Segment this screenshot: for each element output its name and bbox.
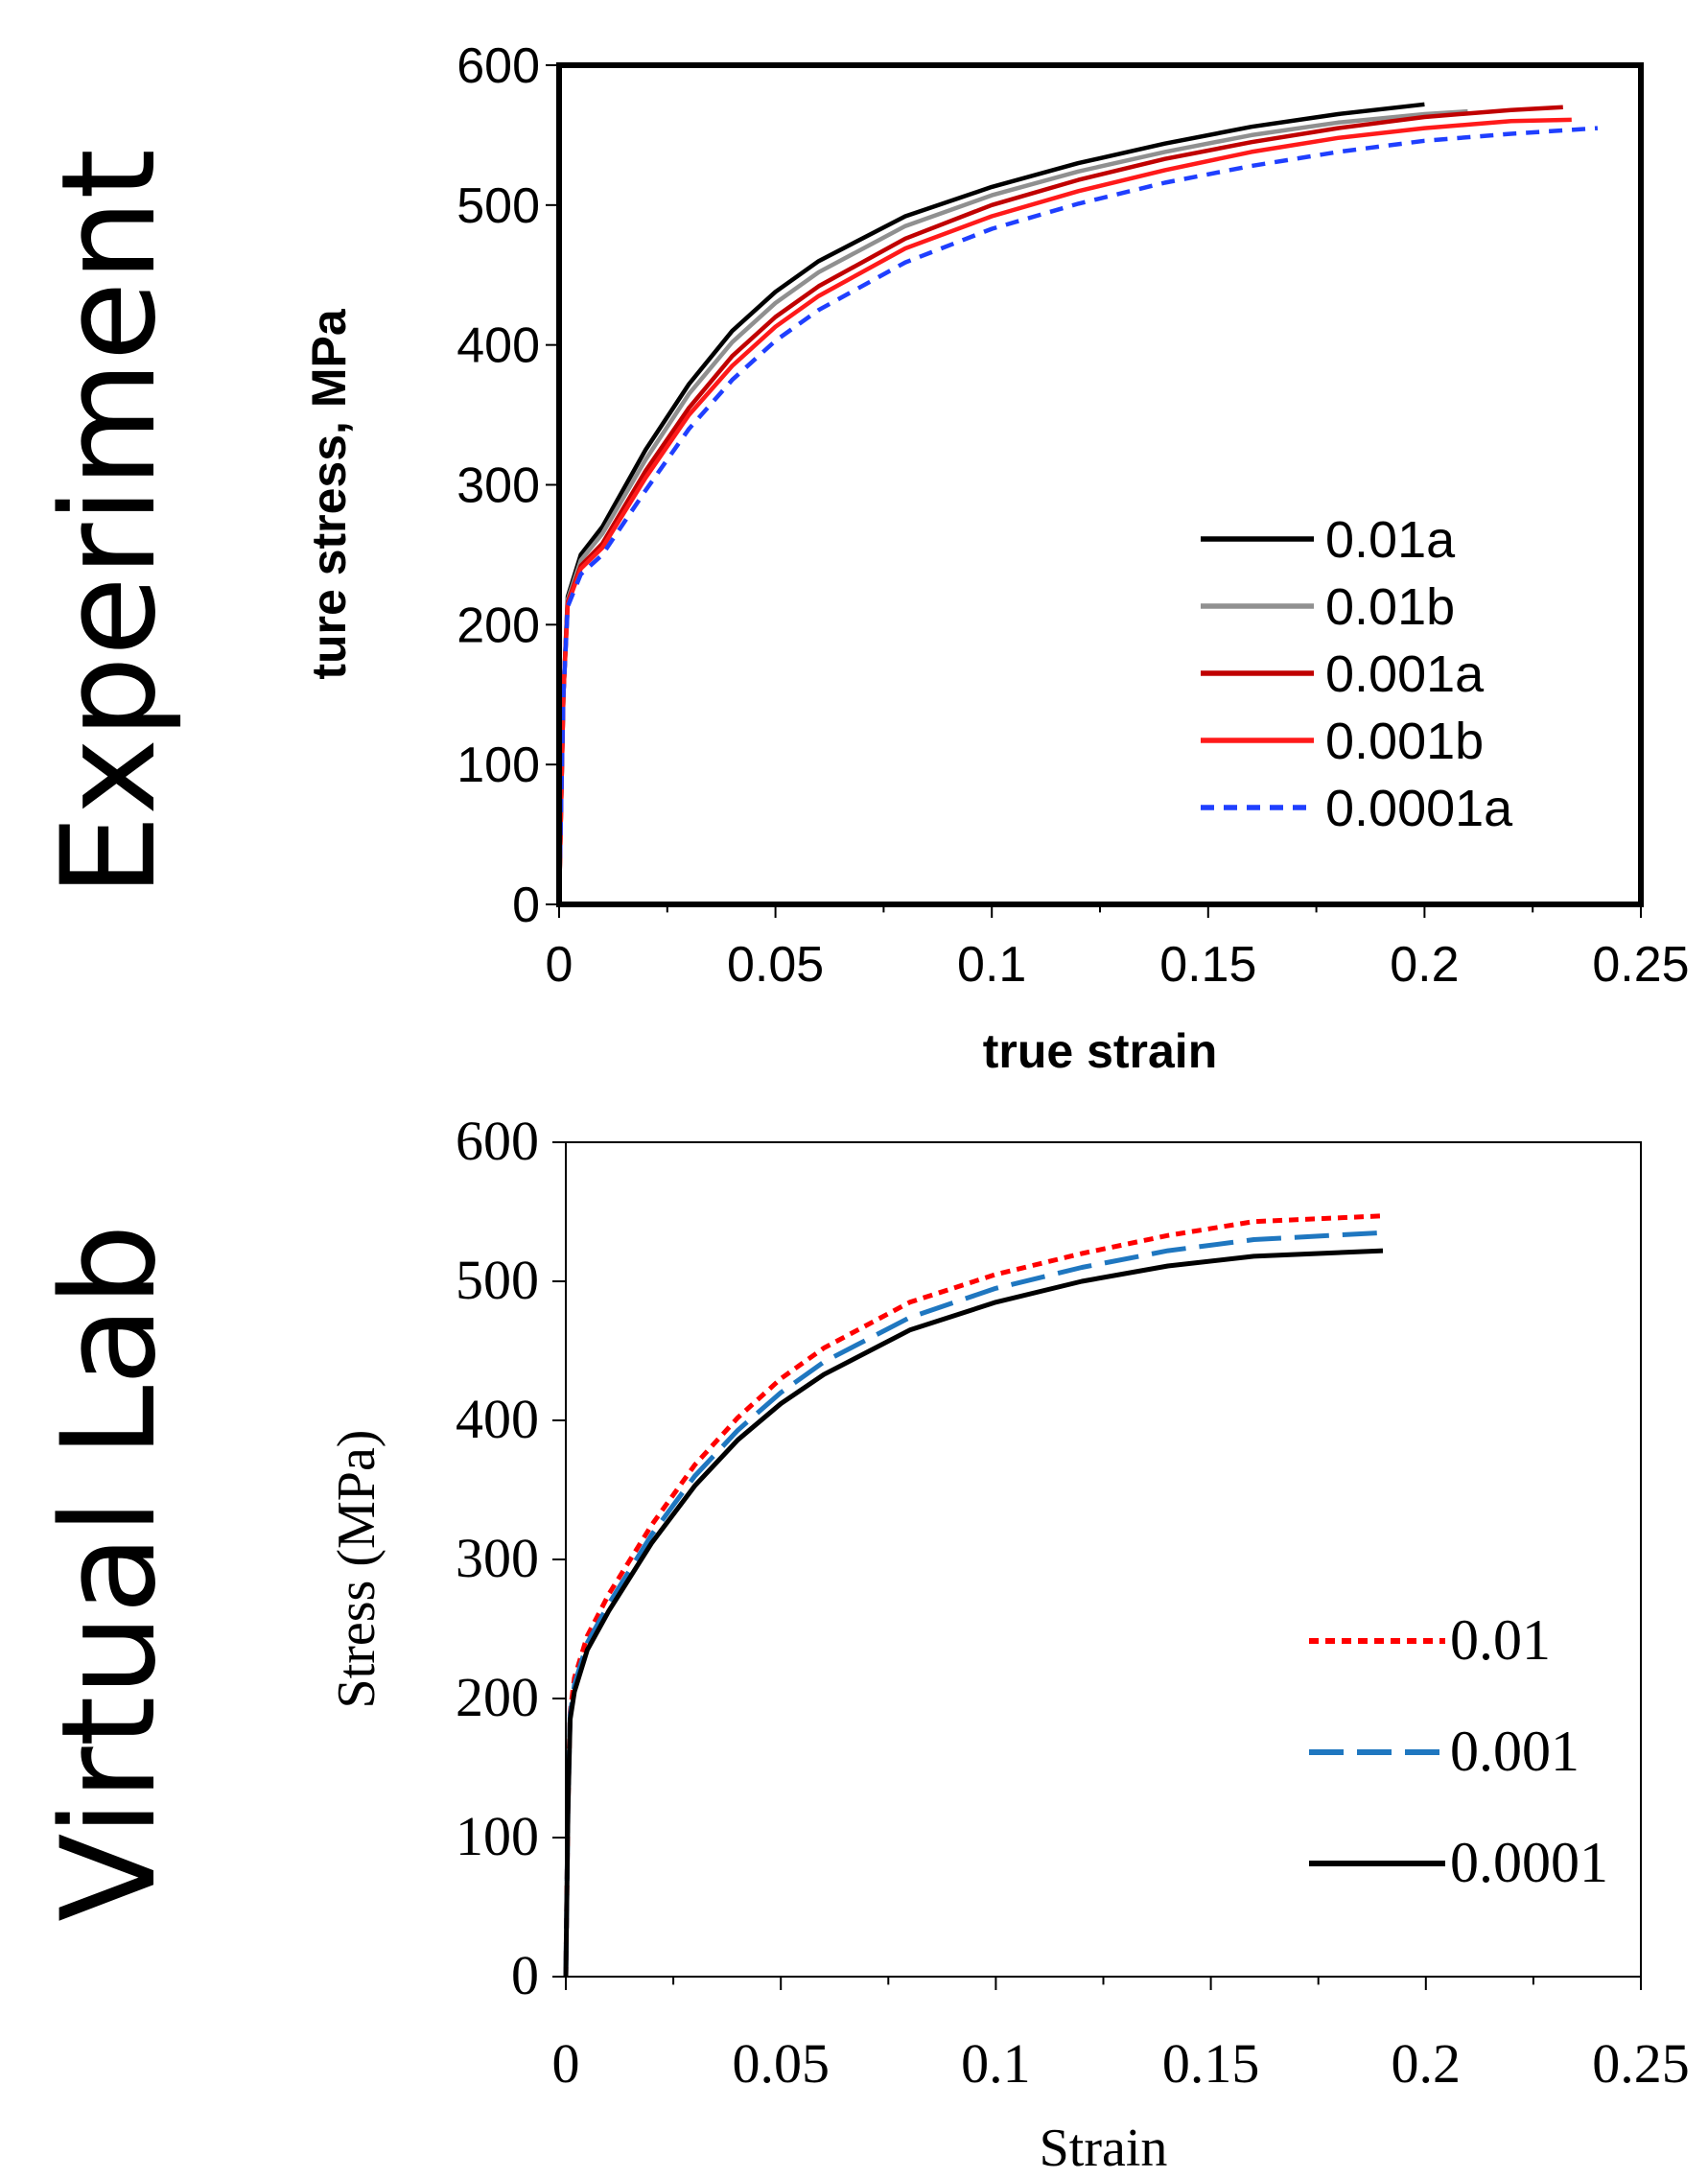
virtual-lab-y-tick-label: 200 [456, 1666, 539, 1728]
experiment-y-ticks: 0 100 200 300 400 500 600 [456, 38, 559, 933]
experiment-x-axis-title: true strain [983, 1024, 1218, 1078]
experiment-x-tick-label: 0.15 [1159, 937, 1256, 993]
experiment-x-tick-label: 0.05 [727, 937, 824, 993]
virtual-lab-x-axis-title: Strain [1040, 2119, 1168, 2178]
experiment-x-tick-label: 0 [546, 937, 573, 993]
virtual-lab-series-line-0-0001 [563, 1248, 1384, 1978]
virtual-lab-series-line-0-01 [563, 1213, 1384, 1978]
virtual-lab-y-tick-label: 0 [511, 1944, 539, 2006]
experiment-y-tick-label: 300 [456, 458, 540, 514]
experiment-series-line-0-001b [556, 117, 1572, 905]
experiment-plot-frame [556, 62, 1644, 907]
experiment-legend-label: 0.01b [1325, 578, 1455, 636]
experiment-y-tick-label: 500 [456, 178, 540, 234]
experiment-y-tick-label: 200 [456, 597, 540, 653]
virtual-lab-y-tick-label: 600 [456, 1110, 539, 1172]
experiment-legend-label: 0.01a [1325, 511, 1456, 569]
virtual-lab-x-tick-label: 0 [552, 2032, 580, 2095]
experiment-series-line-0-01a [556, 102, 1425, 905]
experiment-legend-label: 0.0001a [1325, 780, 1513, 837]
virtual-lab-y-tick-label: 500 [456, 1249, 539, 1311]
experiment-y-tick-label: 600 [456, 38, 540, 94]
virtual-lab-y-ticks: 0 100 200 300 400 500 600 [456, 1110, 566, 2006]
virtual-lab-chart: 0 0.05 0.1 0.15 0.2 0.25 0100200300400500600 … [327, 1110, 1690, 2178]
side-label-experiment: Experiment [34, 149, 184, 897]
experiment-chart: 0 0.05 0.1 0.15 0.2 0.25 0100200300400500600 … [302, 38, 1690, 1078]
virtual-lab-x-ticks: 0 0.05 0.1 0.15 0.2 0.25 [552, 1977, 1690, 2095]
experiment-x-tick-label: 0.2 [1390, 937, 1459, 993]
experiment-legend-label: 0.001a [1325, 645, 1485, 703]
experiment-y-tick-label: 100 [456, 738, 540, 793]
experiment-series-layer [556, 102, 1599, 905]
virtual-lab-x-tick-label: 0.25 [1592, 2032, 1690, 2095]
virtual-lab-y-tick-label: 100 [456, 1805, 539, 1867]
experiment-x-tick-label: 0.1 [957, 937, 1026, 993]
virtual-lab-legend-label: 0.0001 [1450, 1831, 1608, 1894]
virtual-lab-x-tick-label: 0.1 [961, 2032, 1031, 2095]
experiment-series-line-0-0001a [556, 126, 1599, 905]
side-label-virtual-lab: Virtual Lab [34, 1224, 184, 1922]
virtual-lab-x-tick-label: 0.2 [1392, 2032, 1462, 2095]
experiment-y-tick-label: 400 [456, 318, 540, 374]
virtual-lab-y-axis-title: Stress (MPa) [327, 1430, 386, 1709]
virtual-lab-series-line-0-001 [563, 1230, 1384, 1978]
virtual-lab-y-tick-label: 300 [456, 1527, 539, 1589]
virtual-lab-x-tick-label: 0.05 [732, 2032, 830, 2095]
experiment-legend-label: 0.001b [1325, 713, 1484, 770]
virtual-lab-legend-label: 0.001 [1450, 1720, 1579, 1783]
experiment-y-tick-label: 0 [512, 878, 540, 933]
virtual-lab-y-tick-label: 400 [456, 1388, 539, 1450]
virtual-lab-x-tick-label: 0.15 [1162, 2032, 1260, 2095]
virtual-lab-legend-label: 0.01 [1450, 1608, 1551, 1672]
experiment-x-ticks: 0 0.05 0.1 0.15 0.2 0.25 [546, 904, 1690, 993]
virtual-lab-legend: 0.01 0.001 0.0001 [1309, 1608, 1608, 1894]
experiment-y-axis-title: ture stress, MPa [302, 308, 356, 679]
experiment-x-tick-label: 0.25 [1592, 937, 1689, 993]
virtual-lab-series-layer [563, 1213, 1384, 1978]
experiment-legend: 0.01a 0.01b 0.001a 0.001b 0.0001a [1201, 511, 1513, 837]
